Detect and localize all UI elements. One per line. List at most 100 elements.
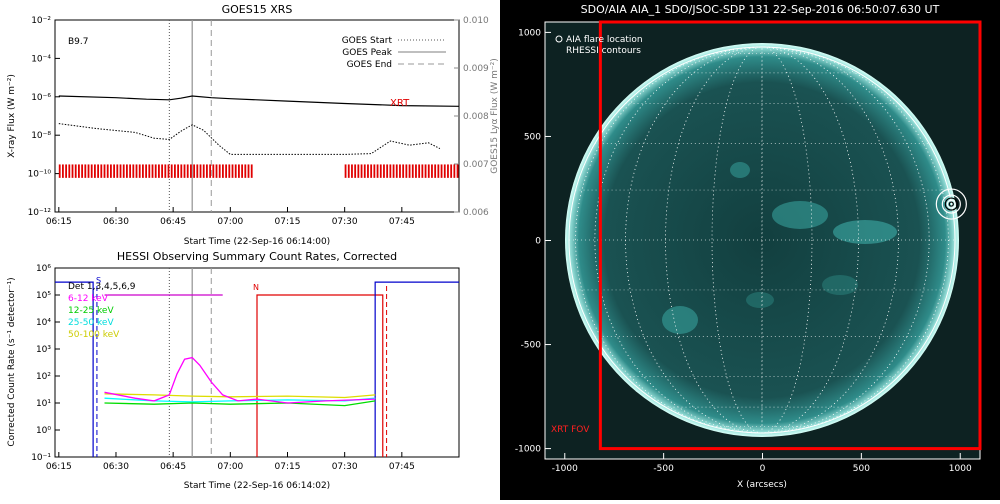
goes-x-tick-label: 07:45 [389, 217, 415, 227]
xrt-coverage-bar [139, 164, 141, 177]
xrt-coverage-bar [155, 164, 157, 177]
xrt-coverage-bar [441, 164, 443, 177]
xrt-coverage-bar [193, 164, 195, 177]
goes-x-tick-label: 06:45 [160, 217, 186, 227]
xrt-coverage-bar [351, 164, 353, 177]
goes-y-tick-label: 10⁻¹⁰ [28, 170, 52, 180]
legend-goes-end: GOES End [347, 60, 392, 70]
xrt-coverage-bar [345, 164, 347, 177]
xrt-coverage-bar [113, 164, 115, 177]
xrt-coverage-bar [386, 164, 388, 177]
goes-y2-tick-label: 0.006 [463, 208, 489, 218]
xrt-coverage-bar [104, 164, 106, 177]
aia-x-tick-label: 1000 [949, 464, 972, 474]
aia-x-tick-label: 0 [760, 464, 766, 474]
aia-x-tick-label: 500 [853, 464, 870, 474]
aia-y-tick-label: -1000 [515, 445, 541, 455]
xrt-coverage-bar [164, 164, 166, 177]
goes-title: GOES15 XRS [222, 3, 293, 16]
hessi-night-flag-line [257, 295, 383, 457]
xrt-coverage-bar [168, 164, 170, 177]
goes-x-tick-label: 07:30 [332, 217, 358, 227]
xrt-coverage-bar [412, 164, 414, 177]
hessi-x-tick-label: 07:45 [389, 462, 415, 472]
xrt-coverage-bar [84, 164, 86, 177]
hessi-x-tick-label: 07:15 [275, 462, 301, 472]
xrt-coverage-bar [206, 164, 208, 177]
xrt-coverage-bar [97, 164, 99, 177]
goes-y2-tick-label: 0.008 [463, 112, 489, 122]
xrt-coverage-bar [200, 164, 202, 177]
xrt-coverage-bar [81, 164, 83, 177]
hessi-y-tick-label: 10¹ [36, 399, 51, 409]
goes-y-tick-label: 10⁻⁸ [31, 131, 51, 141]
hessi-series-50-100-kev [105, 394, 376, 398]
hessi-legend: Det 1,3,4,5,6,9 6-12 keV 12-25 keV 25-50… [68, 282, 136, 340]
aia-legend: AIA flare location RHESSI contours [556, 35, 643, 56]
xrt-coverage-bar [377, 164, 379, 177]
legend-aia-flare-location: AIA flare location [566, 35, 643, 45]
xrt-coverage-bar [161, 164, 163, 177]
hessi-x-tick-label: 06:45 [160, 462, 186, 472]
xrt-coverage-bar [225, 164, 227, 177]
xrt-coverage-bar [405, 164, 407, 177]
hessi-y-tick-label: 10³ [36, 345, 51, 355]
xrt-coverage-bar [251, 164, 253, 177]
xrt-coverage-bar [444, 164, 446, 177]
xrt-coverage-bar [222, 164, 224, 177]
xrt-coverage-bar [232, 164, 234, 177]
xrt-coverage-bar [142, 164, 144, 177]
xrt-coverage-bar [116, 164, 118, 177]
legend-goes-start: GOES Start [342, 36, 393, 46]
goes-legend: GOES Start GOES Peak GOES End [342, 36, 446, 70]
xrt-coverage-bar [88, 164, 90, 177]
xrt-coverage-bar [244, 164, 246, 177]
goes-y2-label: GOES15 Lyα Flux (W m⁻²) [490, 58, 500, 174]
xrt-coverage-bar [348, 164, 350, 177]
xrt-coverage-bar [380, 164, 382, 177]
xrt-fov-label: XRT FOV [551, 425, 590, 435]
goes-flare-class: B9.7 [68, 37, 89, 47]
aia-x-tick-label: -500 [653, 464, 674, 474]
hessi-marks [55, 268, 459, 457]
xrt-coverage-bar [174, 164, 176, 177]
hessi-night-flag: N [253, 283, 259, 292]
xrt-coverage-bar [110, 164, 112, 177]
xrt-coverage-bar [425, 164, 427, 177]
xrt-coverage-bar [126, 164, 128, 177]
xrt-coverage-bar [152, 164, 154, 177]
xrt-coverage-bar [370, 164, 372, 177]
xrt-coverage-bar [180, 164, 182, 177]
goes-y-tick-label: 10⁻⁶ [31, 93, 51, 103]
xrt-coverage-bar [184, 164, 186, 177]
goes-xrt-label: XRT [390, 98, 410, 109]
goes-panel: GOES15 XRS B9.7 X-ray Flux (W m⁻²) GOES1… [7, 3, 500, 247]
hessi-x-tick-label: 07:30 [332, 462, 358, 472]
goes-x-tick-label: 07:15 [275, 217, 301, 227]
xrt-coverage-bar [212, 164, 214, 177]
hessi-x-label: Start Time (22-Sep-16 06:14:02) [184, 481, 330, 491]
hessi-y-tick-label: 10⁶ [36, 264, 51, 274]
xrt-coverage-bar [190, 164, 192, 177]
hessi-y-tick-label: 10² [36, 372, 51, 382]
goes-marks [59, 20, 459, 212]
goes-y-tick-label: 10⁻² [31, 16, 51, 26]
xrt-coverage-bar [238, 164, 240, 177]
xrt-coverage-bar [132, 164, 134, 177]
xrt-coverage-bar [418, 164, 420, 177]
goes-y2-tick-label: 0.010 [463, 16, 489, 26]
xrt-coverage-bar [145, 164, 147, 177]
aia-y-tick-label: 0 [535, 237, 541, 247]
xrt-coverage-bar [393, 164, 395, 177]
xrt-coverage-bar [373, 164, 375, 177]
hessi-x-tick-label: 06:15 [46, 462, 72, 472]
xrt-coverage-bar [203, 164, 205, 177]
hessi-y-tick-label: 10⁴ [36, 318, 51, 328]
xrt-coverage-bar [228, 164, 230, 177]
hessi-saa-flag-line-2 [375, 282, 459, 457]
goes-y-label: X-ray Flux (W m⁻²) [7, 74, 17, 158]
goes-x-label: Start Time (22-Sep-16 06:14:00) [184, 237, 330, 247]
xrt-coverage-bar [59, 164, 61, 177]
aia-x-label: X (arcsecs) [737, 480, 787, 490]
